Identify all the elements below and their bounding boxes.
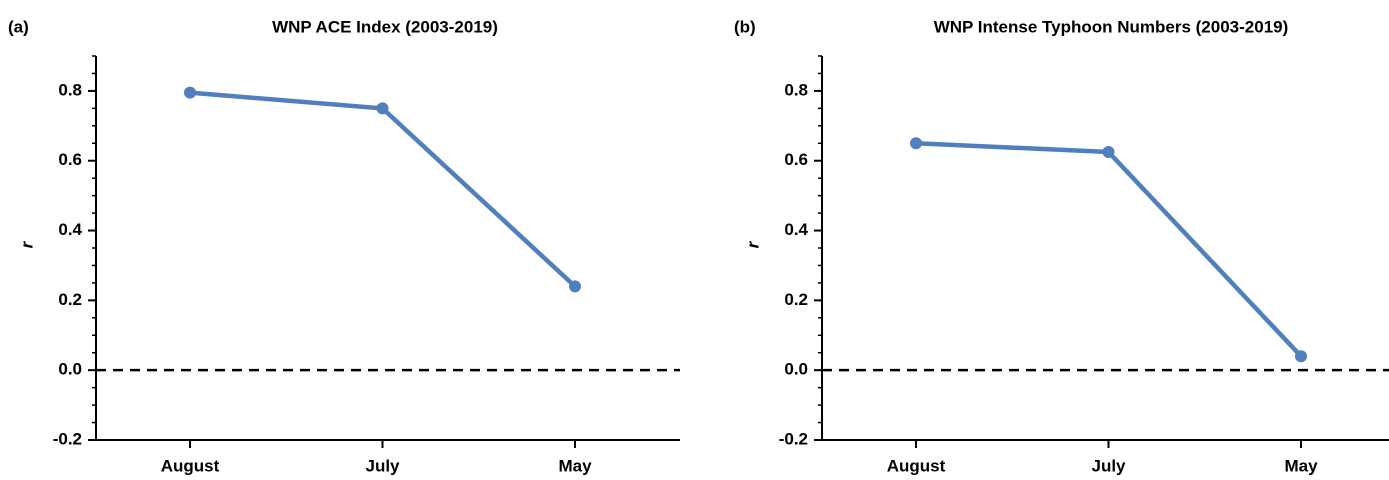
x-tick-label: May (1284, 456, 1318, 475)
y-tick-label: 0.6 (58, 150, 82, 169)
y-tick-label: 0.8 (58, 80, 82, 99)
y-tick-label: 0.0 (58, 360, 82, 379)
y-tick-label: 0.6 (784, 150, 808, 169)
y-tick-label: 0.4 (784, 220, 808, 239)
y-tick-label: 0.2 (784, 290, 808, 309)
x-tick-label: August (887, 456, 946, 475)
y-axis-label: r (743, 240, 762, 248)
series-line (915, 141, 1303, 358)
panel-label: (b) (734, 17, 756, 36)
x-tick-label: July (365, 456, 400, 475)
data-point (1102, 146, 1115, 158)
data-point (569, 280, 581, 293)
data-point (376, 102, 389, 115)
data-point (1295, 350, 1307, 363)
y-tick-label: -0.2 (53, 429, 82, 448)
chart-title: WNP Intense Typhoon Numbers (2003-2019) (934, 17, 1289, 36)
y-tick-label: 0.8 (784, 80, 808, 99)
series-line (189, 90, 577, 289)
y-tick-label: -0.2 (779, 429, 808, 448)
x-tick-label: July (1091, 456, 1126, 475)
y-tick-label: 0.2 (58, 290, 82, 309)
x-tick-label: August (161, 456, 220, 475)
data-point (184, 86, 196, 99)
data-point (910, 137, 922, 150)
x-tick-label: May (558, 456, 592, 475)
y-tick-label: 0.4 (58, 220, 82, 239)
chart-title: WNP ACE Index (2003-2019) (272, 17, 498, 36)
y-axis-label: r (17, 240, 36, 248)
y-tick-label: 0.0 (784, 360, 808, 379)
panel-label: (a) (8, 17, 29, 36)
